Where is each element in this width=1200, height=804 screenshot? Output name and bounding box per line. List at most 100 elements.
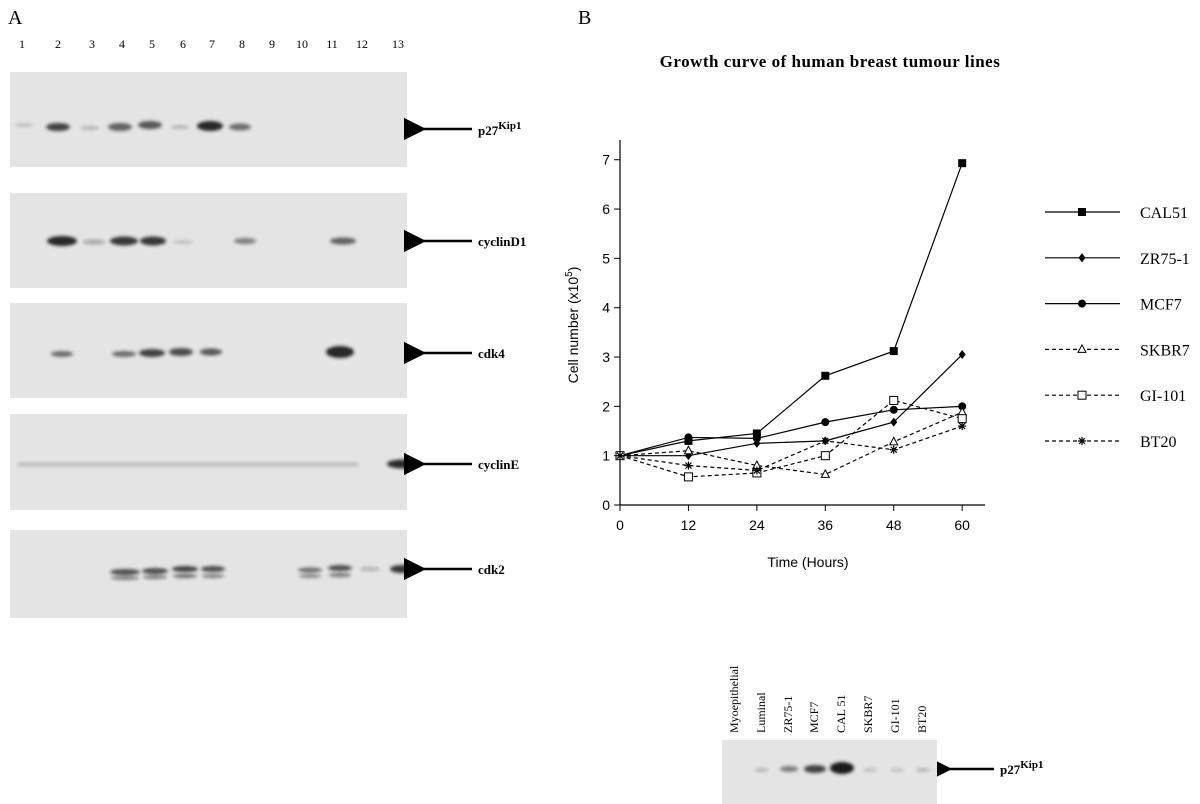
- line: [619, 162, 963, 457]
- legend-label: CAL51: [1140, 205, 1188, 222]
- series: [616, 422, 967, 475]
- marker: [889, 347, 898, 356]
- lane-label: Myoepithelial: [727, 665, 741, 733]
- lane-labels: Myoepithelial Luminal ZR75-1 MCF7 CAL 51 SKBR…: [727, 665, 929, 733]
- lane-number: 3: [89, 37, 95, 51]
- lane-number: 12: [356, 37, 368, 51]
- marker: [683, 445, 694, 455]
- y-tick-label: 3: [602, 349, 610, 365]
- lane-label: SKBR7: [861, 696, 875, 733]
- marker: [821, 371, 830, 380]
- marker: [889, 405, 898, 414]
- protein: p27: [478, 123, 499, 138]
- marker: [820, 468, 831, 478]
- band: [916, 768, 930, 772]
- superscript: Kip1: [498, 120, 521, 132]
- blot-label: p27Kip1: [1000, 759, 1043, 777]
- band: [863, 768, 877, 772]
- band: [201, 566, 225, 572]
- band: [804, 765, 826, 773]
- y-tick-label: 4: [602, 300, 610, 316]
- marker: [958, 422, 967, 431]
- band: [755, 768, 769, 772]
- legend-label: ZR75-1: [1140, 251, 1190, 268]
- band: [108, 123, 132, 131]
- x-tick-label: 60: [954, 517, 970, 533]
- panel-label: B: [578, 7, 591, 29]
- band: [890, 768, 904, 772]
- lane-number: 5: [149, 37, 155, 51]
- marker: [889, 445, 898, 454]
- band: [173, 240, 193, 244]
- line: [619, 399, 963, 478]
- line: [620, 354, 963, 457]
- blot: [10, 414, 407, 510]
- marker: [958, 350, 966, 360]
- blot-label: cdk4: [478, 346, 505, 361]
- superscript: Kip1: [1020, 759, 1043, 771]
- marker: [1078, 299, 1086, 308]
- legend-entry: MCF7: [1045, 297, 1182, 314]
- band: [298, 567, 322, 573]
- band: [329, 573, 351, 577]
- chart-title: Growth curve of human breast tumour line…: [660, 52, 1001, 71]
- band: [390, 565, 414, 573]
- marker: [616, 451, 624, 460]
- band: [229, 123, 251, 131]
- lane-label: ZR75-1: [781, 696, 795, 733]
- legend-label: BT20: [1140, 434, 1176, 451]
- marker: [821, 418, 830, 427]
- legend-entry: CAL51: [1045, 205, 1188, 222]
- band: [202, 574, 224, 578]
- marker: [957, 414, 967, 424]
- marker: [889, 395, 899, 405]
- protein: p27: [1000, 762, 1021, 777]
- bands: [755, 762, 930, 774]
- band: [780, 766, 798, 772]
- lane-number: 6: [180, 37, 186, 51]
- band: [139, 349, 165, 357]
- lane-label: CAL 51: [834, 694, 848, 733]
- lane-label: MCF7: [807, 702, 821, 733]
- marker: [684, 433, 693, 442]
- legend-label: MCF7: [1140, 297, 1182, 314]
- marker: [1077, 390, 1087, 400]
- band: [83, 239, 105, 245]
- band: [169, 348, 193, 356]
- lane-number: 9: [269, 37, 275, 51]
- band: [143, 575, 167, 579]
- marker: [752, 434, 761, 443]
- band: [110, 236, 138, 246]
- band: [80, 126, 100, 130]
- blot: [722, 740, 937, 804]
- lane-label: Luminal: [754, 692, 768, 733]
- marker: [890, 417, 898, 427]
- y-tick-label: 5: [602, 250, 610, 266]
- marker: [752, 466, 761, 475]
- marker: [958, 402, 967, 411]
- line: [619, 411, 963, 476]
- band: [142, 568, 168, 574]
- lane-label: BT20: [915, 706, 929, 733]
- x-axis-label: Time (Hours): [767, 554, 848, 570]
- band: [197, 121, 223, 131]
- lane-number: 2: [55, 37, 61, 51]
- band: [47, 236, 77, 246]
- band: [387, 459, 417, 469]
- band: [173, 574, 197, 578]
- lane-number: 1: [19, 37, 25, 51]
- blot-label: p27Kip1: [478, 120, 521, 138]
- series: [616, 159, 967, 460]
- band: [299, 574, 321, 578]
- y-axis-label: Cell number (x105): [564, 267, 581, 384]
- lane-number: 10: [296, 37, 308, 51]
- y-tick-label: 2: [602, 398, 610, 414]
- x-tick-label: 24: [749, 517, 765, 533]
- legend-entry: ZR75-1: [1045, 251, 1190, 268]
- y-axis-label-exponent: 5: [564, 271, 575, 277]
- marker: [1077, 343, 1087, 353]
- band: [200, 348, 222, 356]
- y-tick-label: 0: [602, 497, 610, 513]
